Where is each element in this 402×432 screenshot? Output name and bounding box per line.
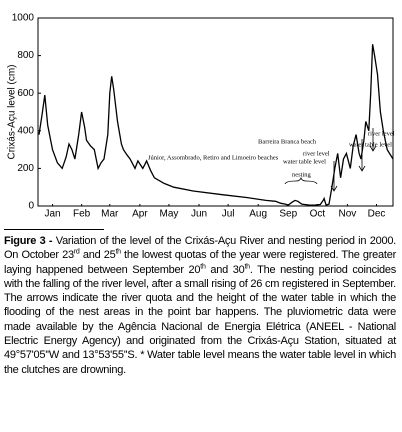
annotation: river level [368,130,395,137]
caption-sup: th [115,248,121,256]
y-tick-label: 400 [17,125,34,136]
arrow-head [369,145,377,152]
caption-sup: th [244,262,250,270]
y-tick-label: 0 [28,201,34,212]
x-tick-label: Feb [73,209,91,220]
y-tick-label: 200 [17,163,34,174]
caption-label: Figure 3 - [4,235,53,247]
y-tick-label: 800 [17,50,34,61]
nesting-brace [284,176,318,185]
chart: Crixás-Açu level (cm) 0 200 400 600 800 1000 J… [7,13,395,220]
caption: Figure 3 - Variation of the level of the… [4,234,396,377]
annotation: nesting [292,171,312,178]
annotation: Barreira Branca beach [258,138,317,145]
annotation: water table level [349,141,392,148]
annotation: Júnior, Assombrado, Retiro and Limoeiro … [148,154,279,161]
x-tick-label: Jul [222,209,235,220]
line [38,44,394,206]
x-tick-label: Oct [310,209,326,220]
x-tick-label: Aug [249,209,267,220]
x-tick-label: Jan [44,209,60,220]
y-axis-label: Crixás-Açu level (cm) [7,64,18,159]
annotation: water table level [283,158,326,165]
y-tick-label: 1000 [12,13,35,24]
caption-text: the lowest quotas of the year were regis… [4,249,396,276]
x-tick-label: Apr [132,209,148,220]
plot-frame [37,17,394,207]
x-tick-label: Nov [339,209,357,220]
x-tick-label: Jun [191,209,207,220]
x-tick-label: Dec [368,209,386,220]
caption-sup: th [200,262,206,270]
arrow-head [358,165,366,172]
y-tick-label: 600 [17,88,34,99]
caption-rule [4,229,104,230]
caption-text: . The nesting period coincides with the … [4,263,396,376]
caption-sup: rd [73,248,80,256]
x-tick-label: Mar [101,209,119,220]
caption-text: and 30 [205,263,245,276]
x-tick-label: May [159,209,178,220]
x-tick-label: Sep [279,209,297,220]
caption-text: Variation of the level of the Crixás-Açu… [4,235,396,262]
annotation: river level [303,150,330,157]
caption-text: and 25 [79,249,116,262]
